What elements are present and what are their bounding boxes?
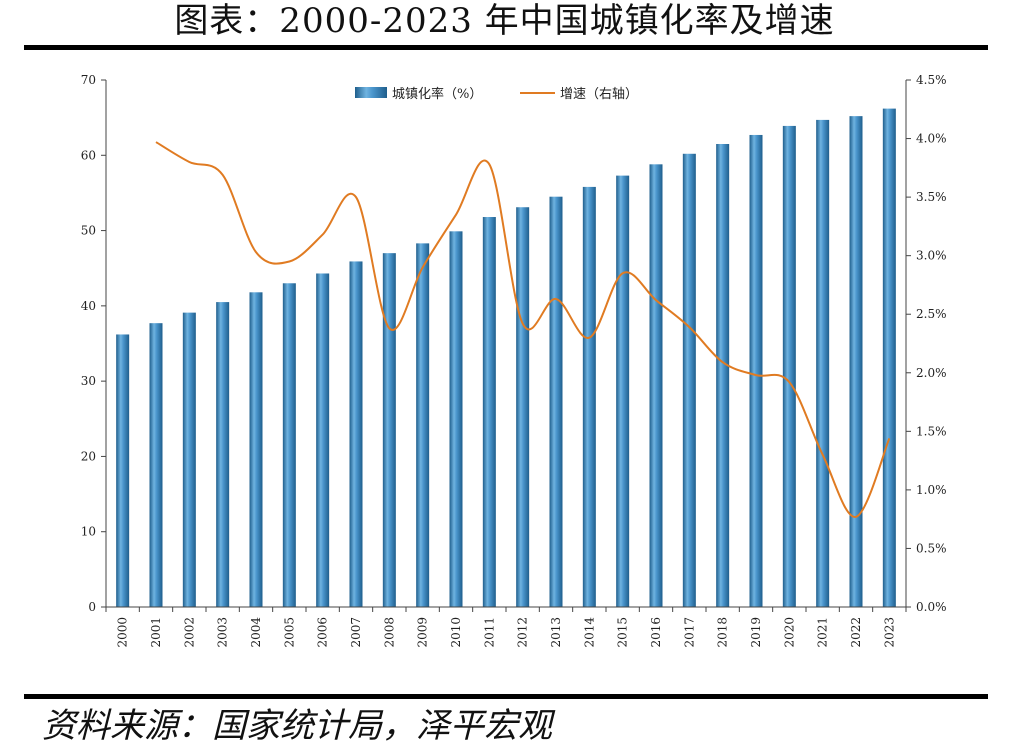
- x-tick-label-2005: 2005: [282, 617, 296, 648]
- bar-2018: [716, 143, 730, 607]
- bar-2020: [782, 125, 796, 607]
- left-tick-label: 50: [81, 224, 96, 238]
- bar-2015: [616, 175, 630, 607]
- x-tick-label-2022: 2022: [849, 617, 863, 648]
- bar-2023: [882, 108, 896, 607]
- legend-bar-swatch: [355, 87, 387, 98]
- x-tick-label-2004: 2004: [249, 617, 263, 648]
- bar-2021: [816, 119, 830, 607]
- legend: 城镇化率（%） 增速（右轴）: [355, 86, 638, 102]
- bar-2011: [482, 217, 496, 607]
- right-tick-label: 1.5%: [916, 424, 947, 438]
- left-tick-label: 40: [81, 299, 96, 313]
- x-tick-label-2007: 2007: [349, 617, 363, 648]
- right-tick-label: 0.5%: [916, 541, 947, 555]
- bar-2007: [349, 261, 363, 607]
- legend-bar-label: 城镇化率（%）: [392, 86, 482, 102]
- bottom-rule: [24, 694, 988, 699]
- x-tick-label-2023: 2023: [882, 617, 896, 648]
- x-tick-label-2014: 2014: [582, 617, 596, 648]
- bar-2012: [516, 207, 530, 608]
- legend-line-label: 增速（右轴）: [560, 87, 638, 102]
- right-tick-label: 4.0%: [916, 132, 947, 146]
- x-tick-label-2016: 2016: [649, 617, 663, 648]
- right-tick-label: 2.5%: [916, 307, 947, 321]
- x-tick-label-2017: 2017: [682, 617, 696, 648]
- bar-2009: [416, 243, 430, 607]
- x-tick-label-2001: 2001: [149, 617, 163, 648]
- x-tick-label-2018: 2018: [716, 617, 730, 648]
- bar-2016: [649, 164, 663, 607]
- bar-2003: [216, 302, 230, 607]
- bar-2014: [582, 186, 596, 608]
- bar-2017: [682, 153, 696, 607]
- bar-2002: [182, 312, 196, 607]
- x-tick-label-2009: 2009: [416, 617, 430, 648]
- left-tick-label: 70: [81, 73, 96, 87]
- right-tick-label: 0.0%: [916, 600, 947, 614]
- left-tick-label: 10: [81, 525, 96, 539]
- left-tick-label: 60: [81, 148, 96, 162]
- x-tick-label-2006: 2006: [316, 617, 330, 648]
- x-tick-label-2021: 2021: [816, 617, 830, 648]
- x-tick-label-2002: 2002: [182, 617, 196, 648]
- source-note: 资料来源：国家统计局，泽平宏观: [42, 706, 552, 746]
- x-tick-label-2012: 2012: [516, 617, 530, 648]
- chart-title: 图表：2000-2023 年中国城镇化率及增速: [174, 1, 835, 41]
- x-axis-ticks: 2000 2001 2002 2003 2004 2005 2006 2007 2008 2009…: [105, 607, 907, 648]
- x-tick-label-2008: 2008: [382, 617, 396, 648]
- left-tick-label: 0: [88, 600, 96, 614]
- left-tick-label: 20: [81, 449, 96, 463]
- bar-2000: [116, 334, 130, 607]
- right-tick-label: 1.0%: [916, 483, 947, 497]
- x-tick-label-2013: 2013: [549, 617, 563, 648]
- bar-2006: [316, 273, 330, 607]
- left-axis-ticks: 0 10 20 30 40 50 60 70: [81, 73, 106, 614]
- x-tick-label-2000: 2000: [116, 617, 130, 648]
- left-tick-label: 30: [81, 374, 96, 388]
- x-tick-label-2010: 2010: [449, 617, 463, 648]
- right-tick-label: 3.5%: [916, 190, 947, 204]
- right-tick-label: 4.5%: [916, 73, 947, 87]
- right-tick-label: 3.0%: [916, 249, 947, 263]
- growth-line: [155, 141, 891, 518]
- chart: 0 10 20 30 40 50 60 70 0.0% 0.5% 1.0% 1.5% 2.0% 2.5%…: [81, 73, 947, 648]
- bar-2008: [382, 253, 396, 607]
- bar-2004: [249, 292, 263, 607]
- x-tick-label-2020: 2020: [782, 617, 796, 648]
- bar-2013: [549, 196, 563, 607]
- x-tick-label-2015: 2015: [616, 617, 630, 648]
- bar-2001: [149, 323, 163, 607]
- x-tick-label-2011: 2011: [482, 617, 496, 648]
- x-tick-label-2003: 2003: [216, 617, 230, 648]
- right-axis-ticks: 0.0% 0.5% 1.0% 1.5% 2.0% 2.5% 3.0% 3.5% 4.0% 4.5%: [906, 73, 947, 614]
- top-rule: [24, 45, 988, 50]
- bar-2010: [449, 231, 463, 607]
- bar-series: [116, 108, 896, 608]
- bar-2022: [849, 116, 863, 607]
- right-tick-label: 2.0%: [916, 366, 947, 380]
- bar-2019: [749, 134, 763, 608]
- x-tick-label-2019: 2019: [749, 617, 763, 648]
- bar-2005: [282, 283, 296, 607]
